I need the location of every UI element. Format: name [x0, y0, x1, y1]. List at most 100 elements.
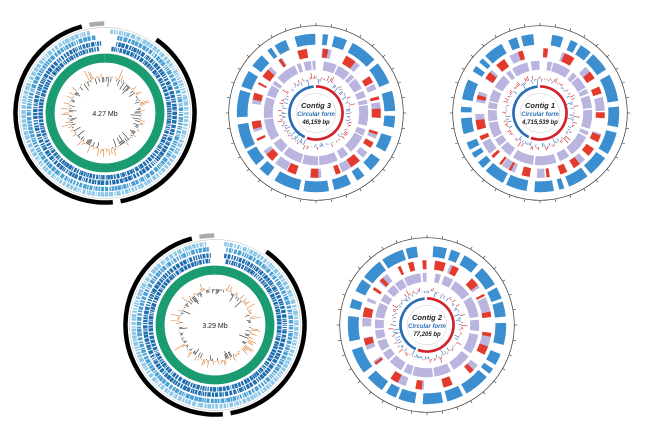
gc-skew-bar — [230, 290, 232, 293]
cds-plus-segment — [262, 274, 269, 280]
cds-plus-segment — [96, 41, 100, 46]
cog-minus-segment — [82, 183, 88, 189]
cog-plus-segment — [21, 119, 27, 123]
cds-minus-segment — [64, 162, 70, 168]
forward-orf-segment — [383, 115, 396, 128]
cds-minus-segment — [53, 69, 59, 74]
gc-skew-bar — [74, 132, 77, 134]
cog-plus-segment — [79, 188, 82, 194]
cog-plus-segment — [265, 384, 271, 390]
gc-skew-bar — [91, 144, 93, 147]
gc-skew-bar — [224, 354, 227, 360]
gc-skew-bar — [230, 293, 233, 296]
cds-minus-segment — [150, 339, 156, 344]
cds-minus-segment — [117, 47, 120, 53]
cds-plus-segment — [282, 328, 287, 330]
cog-plus-segment — [233, 401, 236, 407]
cds-minus-segment — [122, 49, 127, 55]
cds-plus-segment — [281, 313, 287, 319]
cog-plus-segment — [22, 98, 27, 102]
cog-minus-segment — [119, 36, 123, 42]
cds-minus-segment — [165, 366, 170, 371]
cog-minus-segment — [34, 144, 39, 149]
cog-plus-segment — [168, 253, 174, 260]
cog-plus-segment — [26, 82, 32, 87]
cog-minus-segment — [43, 158, 49, 164]
cds-minus-segment — [231, 384, 235, 390]
gc-content-bar — [346, 96, 351, 99]
cog-plus-segment — [289, 296, 295, 300]
cds-plus-segment — [163, 372, 169, 378]
cds-minus-segment — [273, 343, 279, 347]
gc-skew-bar — [234, 292, 238, 296]
forward-orf-segment — [382, 249, 406, 269]
cds-minus-segment — [233, 261, 237, 267]
cds-segment — [302, 154, 319, 166]
gc-skew-bar — [181, 338, 184, 340]
scale-tick — [493, 266, 497, 270]
cog-plus-segment — [55, 176, 59, 181]
cds-plus-segment — [88, 42, 91, 48]
cog-minus-segment — [176, 256, 180, 261]
scale-tick — [456, 406, 459, 410]
gc-skew-bar — [122, 86, 130, 94]
forward-orf-segment — [575, 45, 591, 61]
gc-content-bar — [524, 140, 527, 144]
cds-minus-segment — [274, 306, 280, 310]
reverse-orf-segment — [464, 363, 474, 374]
forward-orf-segment — [508, 37, 520, 51]
gc-skew-negative — [512, 85, 538, 139]
cds-plus-segment — [273, 289, 279, 293]
cds-plus-segment — [33, 120, 39, 122]
cog-plus-segment — [158, 51, 163, 56]
cds-plus-segment — [167, 84, 172, 88]
cog-plus-segment — [35, 62, 42, 69]
scale-tick — [381, 246, 384, 250]
gc-content-bar — [347, 124, 351, 127]
cds-plus-segment — [168, 135, 173, 138]
cog-minus-segment — [286, 340, 292, 345]
cog-minus-segment — [264, 267, 269, 271]
contig-2-title: Contig 2 — [412, 313, 443, 322]
cds-segment — [489, 89, 502, 103]
gc-content-bar — [567, 128, 570, 131]
scale-tick — [391, 156, 395, 159]
gc-content-bar — [282, 98, 285, 101]
cds-plus-segment — [60, 55, 65, 61]
cog-minus-segment — [141, 44, 147, 51]
cog-minus-segment — [156, 374, 162, 379]
cog-plus-segment — [23, 90, 29, 95]
cds-plus-segment — [97, 180, 101, 185]
contig-2-form: Circular form — [408, 324, 446, 330]
cds-plus-segment — [192, 256, 196, 261]
gc-content-bar — [393, 328, 400, 331]
scale-tick — [397, 81, 401, 84]
cog-plus-segment — [144, 367, 149, 372]
gc-skew-bar — [170, 320, 180, 322]
reverse-orf-segment — [573, 153, 585, 165]
cds-plus-segment — [143, 319, 148, 323]
cog-minus-segment — [287, 312, 293, 315]
gc-skew-bar — [234, 300, 242, 308]
cog-plus-segment — [184, 246, 189, 252]
genome-b-center-label: 3.29 Mb — [202, 323, 227, 330]
cog-minus-segment — [178, 103, 183, 105]
cds-plus-segment — [197, 390, 202, 396]
cds-plus-segment — [120, 42, 126, 49]
reverse-orf-segment — [561, 53, 575, 66]
gc-skew-bar — [90, 79, 92, 83]
cog-plus-segment — [163, 387, 169, 393]
gc-content-bar — [440, 349, 444, 356]
cog-plus-segment — [136, 36, 141, 42]
cds-plus-segment — [268, 281, 274, 287]
gc-skew-bar — [231, 293, 234, 296]
cds-plus-segment — [94, 179, 97, 185]
gc-skew-bar — [116, 79, 118, 82]
cog-plus-segment — [235, 400, 240, 406]
gc-skew-bar — [224, 351, 228, 359]
gc-content-bar — [395, 335, 401, 339]
cds-minus-segment — [262, 364, 267, 369]
cog-minus-segment — [161, 265, 168, 271]
scale-tick — [371, 179, 375, 183]
cds-minus-segment — [275, 308, 281, 313]
